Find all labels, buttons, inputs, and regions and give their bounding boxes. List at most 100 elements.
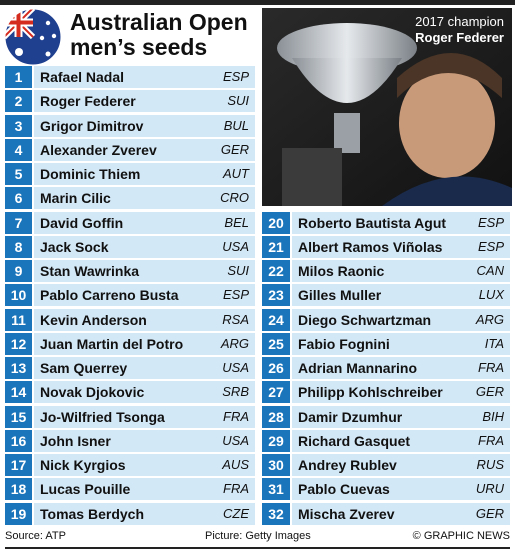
seed-number: 9	[5, 260, 32, 283]
player-name: Novak Djokovic	[40, 384, 145, 401]
source: Source: ATP	[5, 530, 66, 542]
footer: Source: ATP Picture: Getty Images © GRAP…	[5, 530, 510, 546]
player-cell: Diego Schwartzman ARG	[292, 308, 510, 331]
player-cell: Stan Wawrinka SUI	[34, 260, 255, 283]
player-cell: David Goffin BEL	[34, 211, 255, 234]
player-cell: Kevin Anderson RSA	[34, 308, 255, 331]
player-cell: Tomas Berdych CZE	[34, 502, 255, 525]
country-code: LUX	[478, 287, 504, 303]
player-name: Rafael Nadal	[40, 69, 125, 85]
country-code: SUI	[227, 263, 249, 279]
player-name: Mischa Zverev	[298, 505, 395, 522]
seed-number: 16	[5, 429, 32, 452]
country-code: SRB	[222, 384, 249, 400]
seed-number: 26	[262, 357, 290, 380]
country-code: SUI	[227, 93, 249, 109]
title-line: men’s seeds	[70, 34, 208, 60]
player-name: Sam Querrey	[40, 360, 128, 377]
seed-number: 27	[262, 381, 290, 404]
title-line: Australian Open	[70, 9, 248, 35]
player-name: Marin Cilic	[40, 190, 111, 207]
seed-number: 15	[5, 405, 32, 428]
seed-number: 12	[5, 332, 32, 355]
country-code: GER	[475, 384, 504, 400]
player-name: John Isner	[40, 432, 111, 449]
player-cell: Sam Querrey USA	[34, 357, 255, 380]
country-code: CRO	[220, 190, 249, 206]
photo-image	[262, 8, 512, 206]
player-cell: Jo-Wilfried Tsonga FRA	[34, 405, 255, 428]
seed-number: 18	[5, 478, 32, 501]
country-code: GER	[475, 505, 504, 521]
seed-number: 29	[262, 429, 290, 452]
country-code: BUL	[223, 117, 249, 133]
player-name: Kevin Anderson	[40, 311, 147, 328]
player-name: Roger Federer	[40, 93, 136, 110]
player-name: David Goffin	[40, 214, 124, 231]
flag	[4, 8, 62, 66]
seed-number: 24	[262, 308, 290, 331]
seed-number: 23	[262, 284, 290, 307]
seed-number: 14	[5, 381, 32, 404]
player-cell: John Isner USA	[34, 429, 255, 452]
player-cell: Adrian Mannarino FRA	[292, 357, 510, 380]
photo-caption: 2017 champion	[415, 14, 504, 29]
player-cell: Lucas Pouille FRA	[34, 478, 255, 501]
player-cell: Andrey Rublev RUS	[292, 454, 510, 477]
seed-number: 32	[262, 502, 290, 525]
seed-number: 4	[5, 138, 32, 161]
photo-caption: Roger Federer	[415, 30, 504, 45]
country-code: FRA	[223, 408, 249, 424]
seed-number: 20	[262, 211, 290, 234]
seed-number: 7	[5, 211, 32, 234]
player-name: Richard Gasquet	[298, 432, 411, 449]
player-name: Lucas Pouille	[40, 481, 131, 498]
player-name: Albert Ramos Viñolas	[298, 238, 443, 255]
player-name: Pablo Cuevas	[298, 481, 390, 498]
player-name: Fabio Fognini	[298, 335, 390, 352]
country-code: ESP	[222, 287, 249, 303]
country-code: AUT	[223, 166, 249, 182]
seed-number: 1	[5, 66, 32, 88]
player-cell: Juan Martin del Potro ARG	[34, 332, 255, 355]
player-name: Jo-Wilfried Tsonga	[40, 408, 165, 425]
player-cell: Richard Gasquet FRA	[292, 429, 510, 452]
player-cell: Rafael Nadal ESP	[34, 66, 255, 88]
player-cell: Philipp Kohlschreiber GER	[292, 381, 510, 404]
photo: 2017 champion Roger Federer	[262, 8, 512, 206]
player-name: Dominic Thiem	[40, 166, 141, 183]
country-code: GER	[220, 141, 249, 157]
player-cell: Damir Dzumhur BIH	[292, 405, 510, 428]
picture-credit: Picture: Getty Images	[205, 530, 311, 542]
seed-number: 6	[5, 187, 32, 210]
player-cell: Dominic Thiem AUT	[34, 163, 255, 186]
country-code: ITA	[484, 335, 504, 351]
country-code: ESP	[477, 238, 504, 254]
seed-number: 21	[262, 235, 290, 258]
player-name: Alexander Zverev	[40, 141, 157, 158]
player-name: Grigor Dimitrov	[40, 117, 144, 134]
seed-number: 13	[5, 357, 32, 380]
seed-number: 17	[5, 454, 32, 477]
country-code: USA	[222, 432, 249, 448]
country-code: FRA	[478, 432, 504, 448]
player-cell: Fabio Fognini ITA	[292, 332, 510, 355]
player-cell: Nick Kyrgios AUS	[34, 454, 255, 477]
player-cell: Jack Sock USA	[34, 235, 255, 258]
player-name: Roberto Bautista Agut	[298, 214, 447, 231]
seed-number: 22	[262, 260, 290, 283]
seed-number: 31	[262, 478, 290, 501]
country-code: CAN	[476, 263, 504, 279]
player-name: Adrian Mannarino	[298, 360, 418, 377]
country-code: ESP	[477, 214, 504, 230]
seed-number: 28	[262, 405, 290, 428]
country-code: RUS	[476, 457, 504, 473]
player-name: Stan Wawrinka	[40, 263, 140, 280]
player-cell: Milos Raonic CAN	[292, 260, 510, 283]
player-name: Gilles Muller	[298, 287, 382, 304]
country-code: ESP	[222, 69, 249, 84]
country-code: USA	[222, 238, 249, 254]
player-cell: Roberto Bautista Agut ESP	[292, 211, 510, 234]
player-name: Milos Raonic	[298, 263, 385, 280]
